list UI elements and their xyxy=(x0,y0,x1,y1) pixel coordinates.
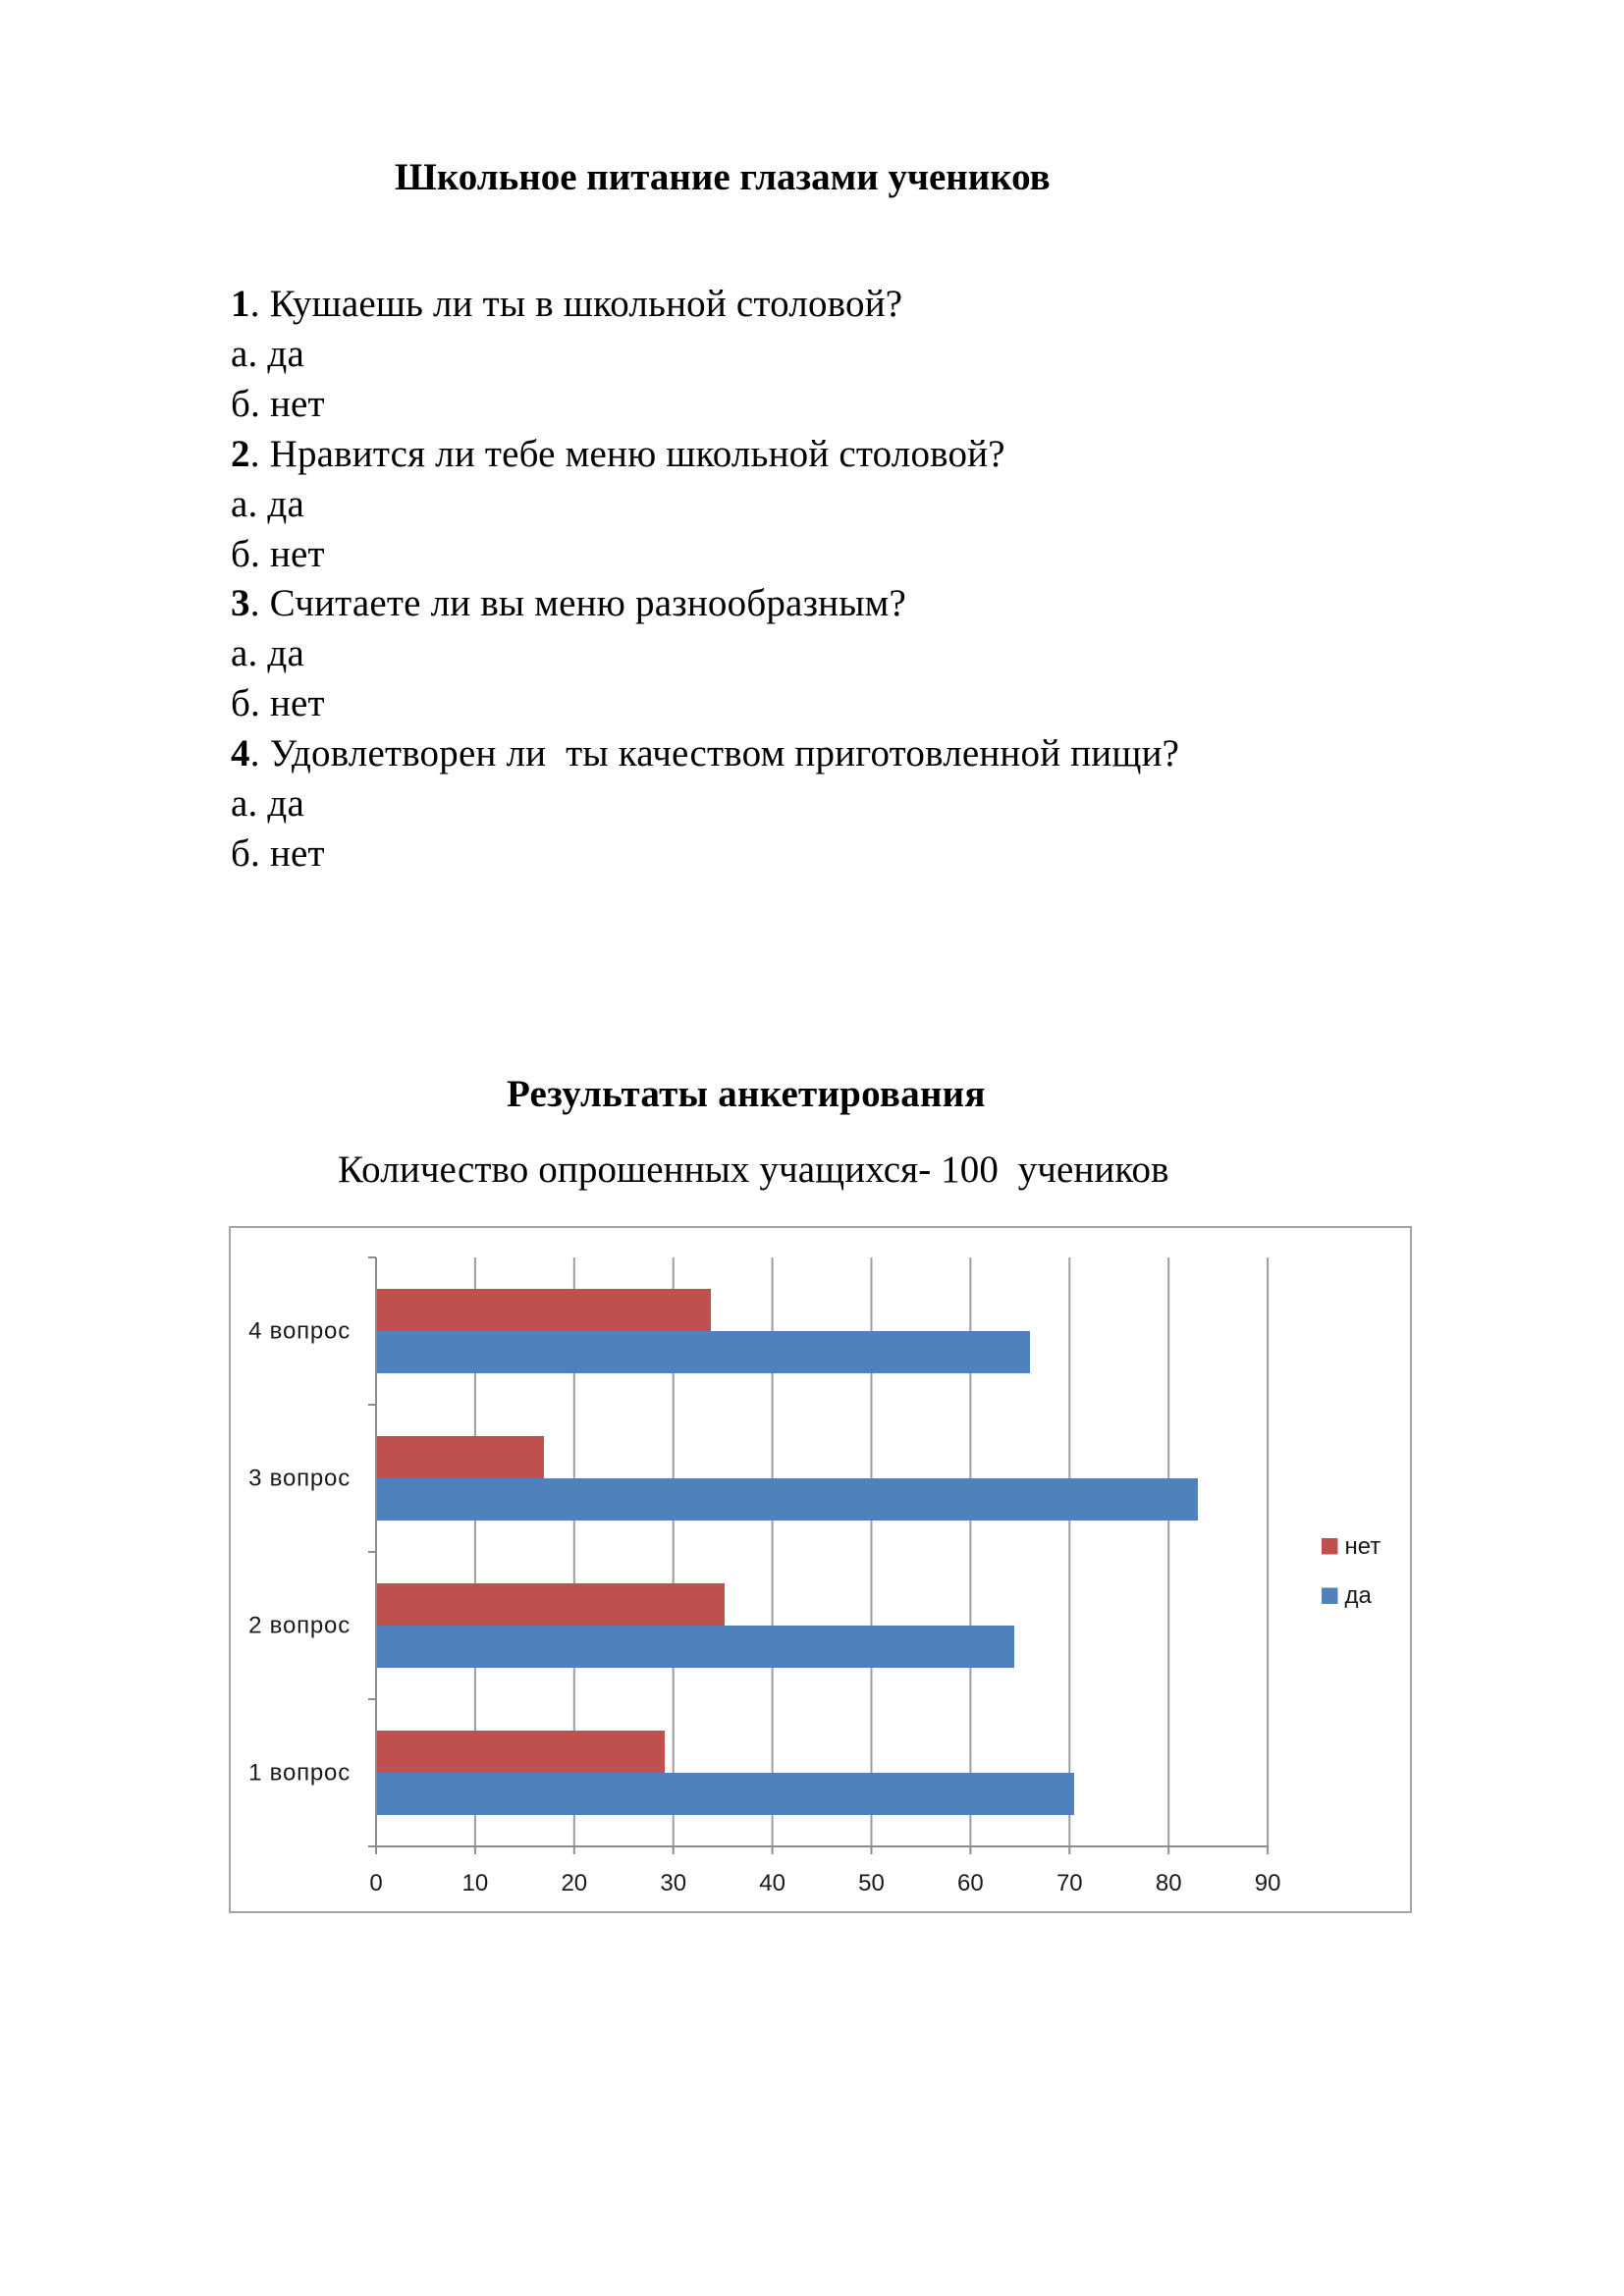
svg-text:90: 90 xyxy=(1255,1870,1281,1896)
svg-text:10: 10 xyxy=(462,1870,489,1896)
svg-text:да: да xyxy=(1345,1582,1373,1609)
svg-text:1 вопрос: 1 вопрос xyxy=(248,1760,351,1787)
svg-text:3 вопрос: 3 вопрос xyxy=(248,1466,351,1492)
svg-text:40: 40 xyxy=(759,1870,785,1896)
svg-text:80: 80 xyxy=(1156,1870,1182,1896)
svg-text:4 вопрос: 4 вопрос xyxy=(248,1318,351,1345)
svg-text:30: 30 xyxy=(660,1870,686,1896)
svg-text:2 вопрос: 2 вопрос xyxy=(248,1613,351,1639)
svg-text:60: 60 xyxy=(957,1870,984,1896)
svg-text:20: 20 xyxy=(561,1870,587,1896)
svg-text:0: 0 xyxy=(369,1870,382,1896)
svg-text:50: 50 xyxy=(858,1870,885,1896)
svg-text:нет: нет xyxy=(1345,1533,1381,1560)
svg-text:70: 70 xyxy=(1056,1870,1083,1896)
